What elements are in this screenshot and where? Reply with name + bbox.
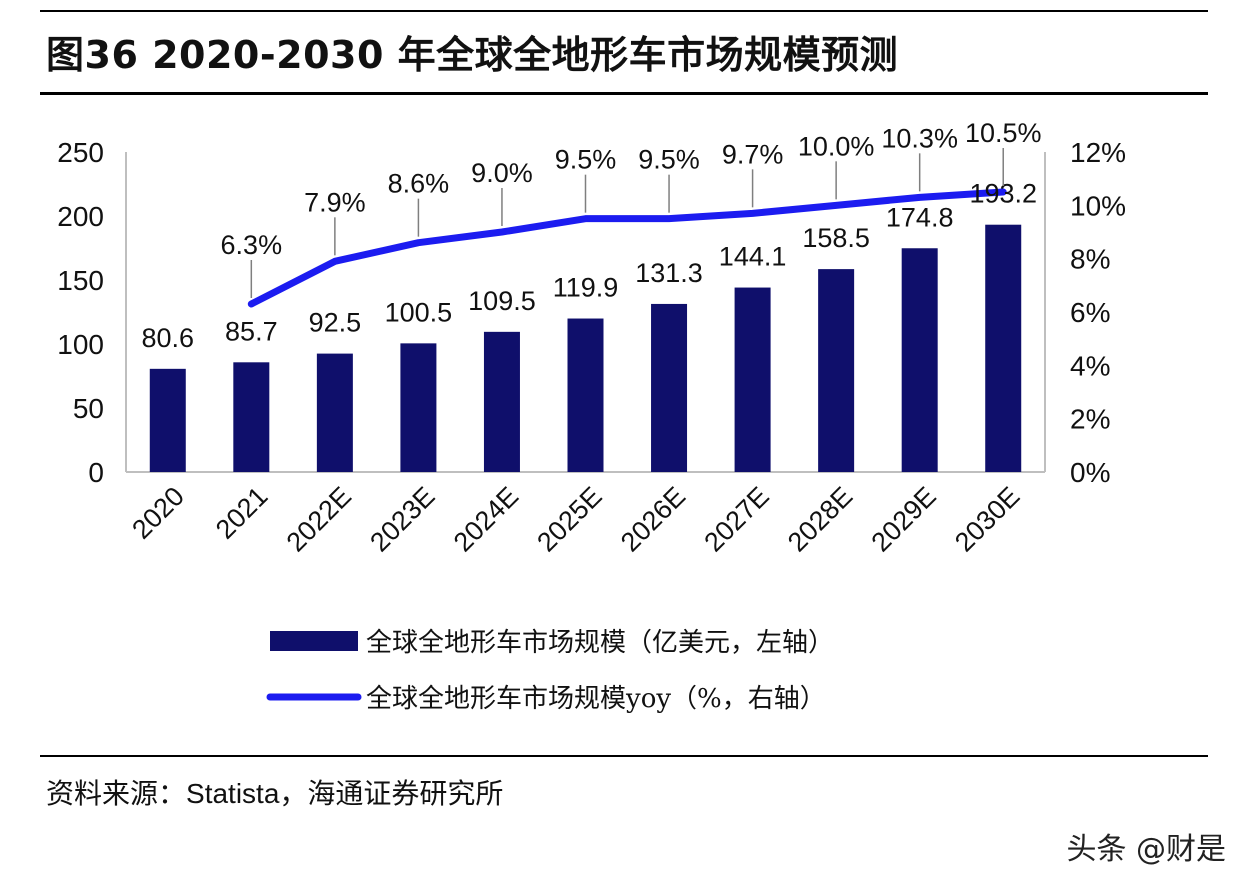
line-point [248, 301, 255, 307]
line-data-label: 9.0% [471, 158, 533, 188]
x-tick-label: 2023E [364, 481, 440, 557]
data-labels: 80.6 85.7 92.5 100.5 109.5 119.9 131.3 144.1 158… [141, 118, 1041, 353]
x-tick-label: 2026E [615, 481, 691, 557]
line-data-label: 10.5% [965, 118, 1042, 148]
y-right-tick-label: 8% [1070, 244, 1110, 275]
bar-data-label: 109.5 [468, 286, 536, 316]
bar [567, 318, 604, 472]
bar [233, 362, 270, 472]
y-left-tick-label: 200 [57, 201, 104, 232]
bar-data-label: 174.8 [886, 202, 954, 232]
bar-series [149, 224, 1022, 472]
line-point [582, 215, 589, 222]
y-left-tick-label: 100 [57, 329, 104, 360]
source-suffix: ，海通证券研究所 [279, 777, 504, 810]
y-right-tick-label: 2% [1070, 404, 1110, 435]
x-tick-label: 2029E [866, 481, 942, 557]
line-point [666, 215, 673, 222]
yoy-line [247, 188, 1007, 308]
line-point [415, 239, 422, 246]
y-left-tick-label: 50 [73, 393, 104, 424]
bar [149, 368, 186, 472]
line-point [498, 229, 505, 235]
y-right-tick-label: 10% [1070, 190, 1126, 221]
title-underline [40, 92, 1208, 95]
y-left-tick-label: 250 [57, 137, 104, 168]
bar-data-label: 85.7 [225, 316, 278, 346]
line-data-label: 10.0% [798, 131, 875, 161]
line-data-label: 6.3% [221, 230, 283, 260]
x-tick-label: 2027E [698, 481, 774, 557]
x-tick-label: 2024E [448, 481, 524, 557]
line-point [1000, 189, 1007, 195]
line-data-label: 9.5% [555, 145, 617, 175]
line-data-label: 10.3% [881, 123, 958, 153]
bar-data-label: 92.5 [309, 308, 362, 338]
line-point [916, 194, 923, 201]
bar-data-label: 144.1 [719, 242, 787, 272]
line-data-label: 7.9% [304, 187, 366, 217]
bar [651, 303, 688, 472]
footer-rule [40, 755, 1208, 757]
bar-data-label: 119.9 [553, 273, 619, 303]
y-right-tick-label: 4% [1070, 350, 1110, 381]
bar-data-label: 158.5 [802, 223, 870, 253]
y-left-tick-label: 0 [88, 457, 104, 488]
y-right-tick-label: 6% [1070, 297, 1110, 328]
bar [483, 331, 520, 472]
bar [734, 287, 771, 472]
chart-title: 图36 2020-2030 年全球全地形车市场规模预测 [46, 33, 899, 77]
line-series [247, 188, 1007, 308]
bar [818, 269, 855, 472]
x-tick-label: 2020 [126, 481, 190, 545]
line-point [749, 210, 756, 217]
line-data-label: 8.6% [388, 169, 450, 199]
line-point [331, 258, 338, 265]
line-point [833, 202, 840, 209]
bar-data-label: 100.5 [385, 297, 453, 327]
legend-bar-label: 全球全地形车市场规模（亿美元，左轴） [366, 628, 834, 658]
source-prefix: 资料来源： [46, 777, 187, 810]
top-rule [40, 10, 1208, 12]
line-data-label: 9.7% [722, 139, 784, 169]
x-tick-label: 2025E [531, 481, 607, 557]
x-tick-label: 2030E [949, 481, 1025, 557]
bar [316, 353, 353, 472]
bar [400, 343, 437, 472]
x-tick-label: 2022E [281, 481, 357, 557]
y-right-tick-label: 0% [1070, 457, 1110, 488]
bar [985, 224, 1022, 472]
legend: 全球全地形车市场规模（亿美元，左轴） 全球全地形车市场规模yoy（%，右轴） [266, 628, 834, 714]
legend-bar-swatch [270, 631, 358, 651]
x-tick-label: 2021 [210, 481, 274, 545]
bar-data-label: 131.3 [635, 258, 703, 288]
y-left-tick-label: 150 [57, 265, 104, 296]
line-data-label: 9.5% [638, 145, 700, 175]
legend-line-label: 全球全地形车市场规模yoy（%，右轴） [366, 684, 826, 714]
x-tick-label: 2028E [782, 481, 858, 557]
y-right-tick-label: 12% [1070, 137, 1126, 168]
watermark: 头条 @财是 [1066, 832, 1226, 867]
source-latin: Statista [186, 778, 280, 809]
bar-data-label: 80.6 [141, 323, 194, 353]
source-note: 资料来源：Statista，海通证券研究所 [46, 772, 503, 812]
bar [901, 248, 938, 472]
